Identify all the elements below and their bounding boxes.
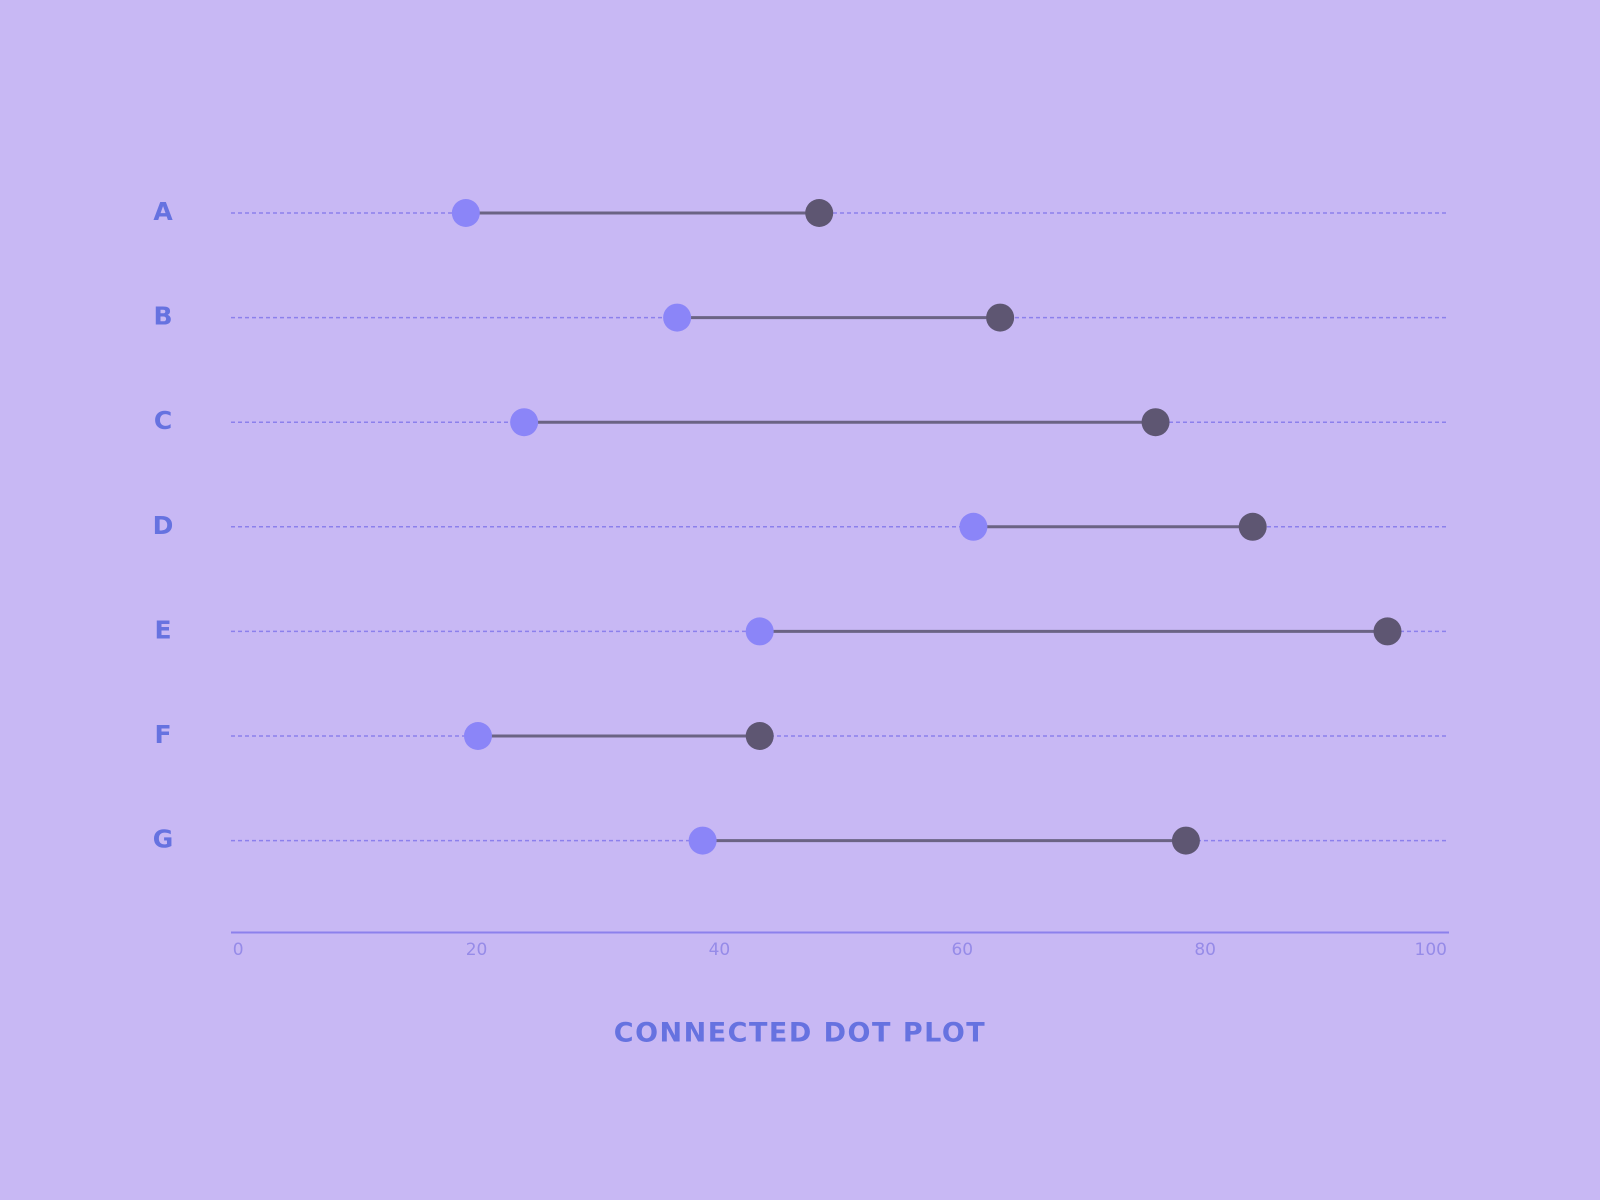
- x-tick-label: 40: [709, 940, 731, 960]
- y-tick-label: D: [153, 511, 174, 540]
- dot: [1238, 512, 1267, 541]
- y-tick-label: F: [154, 720, 171, 749]
- x-tick-label: 20: [466, 940, 488, 960]
- x-tick-label: 100: [1415, 940, 1447, 960]
- dot: [663, 303, 692, 332]
- dot: [451, 199, 480, 227]
- y-tick-label: A: [153, 197, 173, 226]
- dot: [959, 512, 988, 541]
- y-tick-label: E: [154, 615, 171, 644]
- x-tick-label: 80: [1194, 940, 1216, 960]
- dot: [1141, 408, 1170, 437]
- dot: [510, 408, 539, 437]
- dot: [986, 303, 1015, 332]
- dot: [1373, 617, 1402, 646]
- chart-title: CONNECTED DOT PLOT: [614, 1018, 986, 1049]
- x-tick-label: 0: [233, 940, 244, 960]
- dot: [688, 826, 717, 855]
- dot: [1171, 826, 1200, 855]
- dot: [805, 199, 834, 227]
- y-tick-label: G: [153, 825, 174, 854]
- dot: [745, 722, 774, 750]
- y-tick-label: B: [153, 302, 172, 331]
- x-tick-label: 60: [951, 940, 973, 960]
- y-tick-label: C: [154, 406, 172, 435]
- dot: [745, 617, 774, 646]
- dot: [463, 722, 492, 750]
